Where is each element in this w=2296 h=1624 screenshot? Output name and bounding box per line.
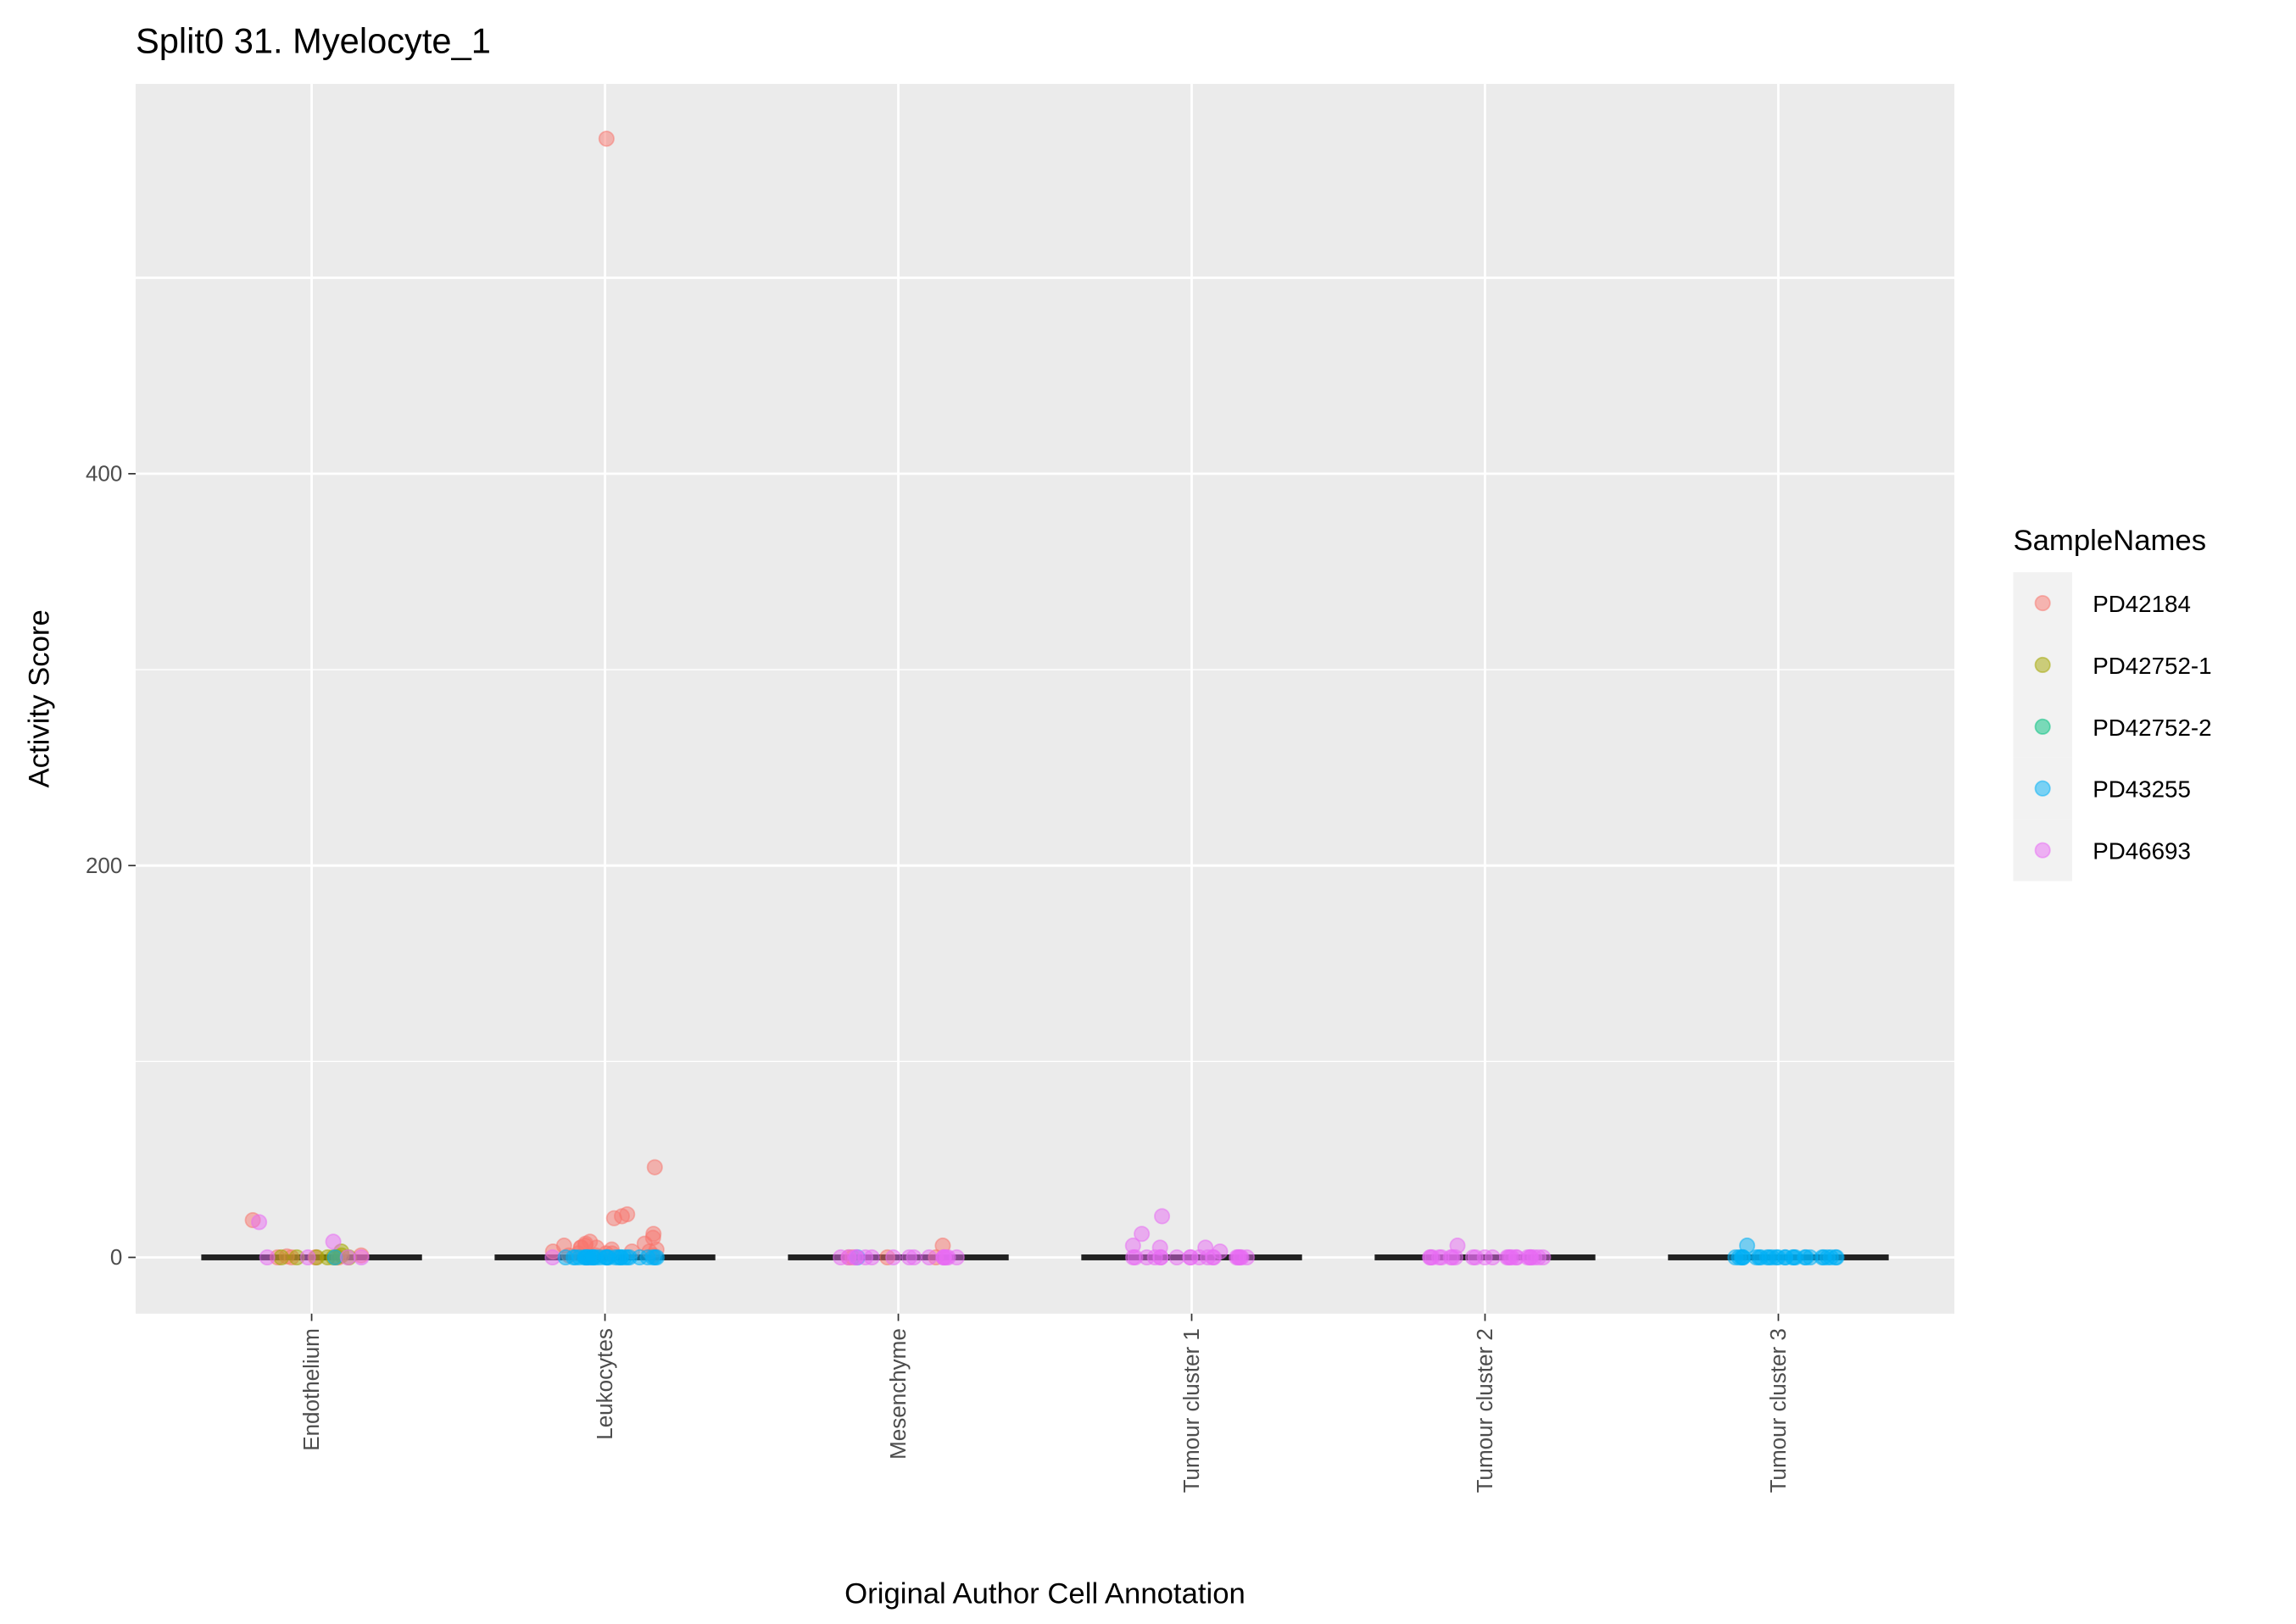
data-point bbox=[1422, 1249, 1439, 1266]
legend: SampleNames PD42184 PD42752-1 PD42752-2 PD4… bbox=[2013, 525, 2212, 882]
data-point bbox=[1730, 1249, 1747, 1266]
data-point bbox=[1822, 1249, 1839, 1266]
legend-label: PD46693 bbox=[2093, 838, 2191, 865]
legend-swatch bbox=[2034, 595, 2051, 612]
data-point bbox=[299, 1249, 316, 1266]
data-point bbox=[1191, 1249, 1208, 1266]
data-point bbox=[921, 1249, 938, 1266]
data-point bbox=[1239, 1249, 1256, 1266]
data-point bbox=[583, 1249, 601, 1266]
legend-swatch bbox=[2034, 718, 2051, 735]
x-axis-label: Original Author Cell Annotation bbox=[844, 1578, 1246, 1610]
data-point bbox=[605, 1210, 622, 1226]
data-point bbox=[833, 1249, 850, 1266]
y-tick-label: 0 bbox=[110, 1244, 122, 1270]
data-point bbox=[1154, 1208, 1171, 1225]
data-point bbox=[938, 1249, 955, 1266]
data-point bbox=[1168, 1249, 1185, 1266]
data-point bbox=[339, 1249, 356, 1266]
legend-title: SampleNames bbox=[2013, 525, 2206, 557]
legend-label: PD42752-1 bbox=[2093, 653, 2211, 679]
x-tick-label: Endothelium bbox=[298, 1328, 324, 1451]
data-points bbox=[244, 131, 1845, 1266]
data-point bbox=[1764, 1249, 1781, 1266]
data-point bbox=[1446, 1249, 1464, 1266]
data-point bbox=[1146, 1249, 1163, 1266]
y-tick-label: 200 bbox=[86, 853, 122, 878]
legend-label: PD43255 bbox=[2093, 776, 2191, 803]
data-point bbox=[1802, 1249, 1819, 1266]
data-point bbox=[1503, 1249, 1520, 1266]
data-point bbox=[1127, 1249, 1144, 1266]
data-point bbox=[1204, 1249, 1221, 1266]
legend-swatch bbox=[2034, 656, 2051, 673]
x-tick-label: Tumour cluster 1 bbox=[1179, 1328, 1204, 1493]
data-point bbox=[353, 1249, 370, 1266]
data-point bbox=[649, 1249, 666, 1266]
x-tick-label: Leukocytes bbox=[592, 1328, 617, 1440]
data-point bbox=[259, 1249, 276, 1266]
data-point bbox=[607, 1249, 624, 1266]
data-point bbox=[598, 131, 615, 147]
legend-label: PD42752-2 bbox=[2093, 715, 2211, 741]
data-point bbox=[251, 1214, 268, 1231]
chart-title: Split0 31. Myelocyte_1 bbox=[136, 20, 491, 60]
data-point bbox=[863, 1249, 880, 1266]
legend-label: PD42184 bbox=[2093, 591, 2191, 617]
legend-swatch bbox=[2034, 842, 2051, 859]
data-point bbox=[631, 1249, 649, 1266]
data-point bbox=[1464, 1249, 1481, 1266]
legend-swatch bbox=[2034, 780, 2051, 797]
data-point bbox=[325, 1233, 342, 1250]
data-point bbox=[847, 1249, 864, 1266]
data-point bbox=[1134, 1226, 1151, 1243]
y-ticks: 0 200 400 bbox=[86, 461, 136, 1270]
x-ticks: Endothelium Leukocytes Mesenchyme Tumour cl… bbox=[298, 1313, 1791, 1493]
data-point bbox=[646, 1159, 663, 1176]
x-tick-label: Mesenchyme bbox=[885, 1328, 911, 1460]
x-tick-label: Tumour cluster 2 bbox=[1472, 1328, 1497, 1493]
y-tick-label: 400 bbox=[86, 461, 122, 487]
data-point bbox=[885, 1249, 902, 1266]
y-axis-label: Activity Score bbox=[24, 609, 56, 787]
grid-lines bbox=[135, 83, 1955, 1314]
data-point bbox=[1522, 1249, 1539, 1266]
plot-panel bbox=[135, 83, 1955, 1314]
data-point bbox=[273, 1249, 290, 1266]
data-point bbox=[900, 1249, 917, 1266]
x-tick-label: Tumour cluster 3 bbox=[1765, 1328, 1791, 1493]
